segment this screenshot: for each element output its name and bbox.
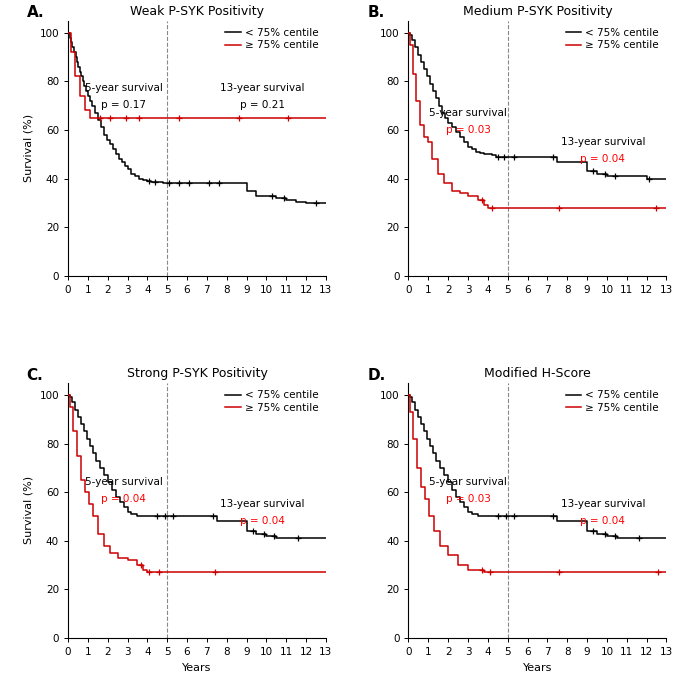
- Text: 13-year survival: 13-year survival: [220, 84, 305, 93]
- Text: 13-year survival: 13-year survival: [560, 137, 645, 147]
- Title: Strong P-SYK Positivity: Strong P-SYK Positivity: [126, 367, 267, 380]
- Legend: < 75% centile, ≥ 75% centile: < 75% centile, ≥ 75% centile: [564, 26, 661, 53]
- Title: Weak P-SYK Positivity: Weak P-SYK Positivity: [130, 5, 264, 18]
- Text: 5-year survival: 5-year survival: [429, 477, 507, 487]
- Legend: < 75% centile, ≥ 75% centile: < 75% centile, ≥ 75% centile: [223, 26, 321, 53]
- Text: p = 0.04: p = 0.04: [581, 516, 626, 526]
- Text: D.: D.: [367, 368, 386, 383]
- Text: p = 0.03: p = 0.03: [445, 125, 490, 134]
- Text: p = 0.04: p = 0.04: [581, 154, 626, 164]
- Text: B.: B.: [367, 5, 384, 21]
- Text: p = 0.17: p = 0.17: [101, 100, 146, 110]
- Title: Modified H-Score: Modified H-Score: [484, 367, 591, 380]
- Text: p = 0.03: p = 0.03: [445, 495, 490, 504]
- Text: C.: C.: [27, 368, 44, 383]
- Text: p = 0.04: p = 0.04: [101, 495, 146, 504]
- Text: 13-year survival: 13-year survival: [220, 499, 305, 509]
- X-axis label: Years: Years: [182, 663, 211, 672]
- Y-axis label: Survival (%): Survival (%): [24, 476, 34, 545]
- Text: p = 0.04: p = 0.04: [240, 516, 285, 526]
- X-axis label: Years: Years: [523, 663, 552, 672]
- Title: Medium P-SYK Positivity: Medium P-SYK Positivity: [462, 5, 612, 18]
- Text: 5-year survival: 5-year survival: [84, 477, 163, 487]
- Legend: < 75% centile, ≥ 75% centile: < 75% centile, ≥ 75% centile: [223, 388, 321, 415]
- Text: p = 0.21: p = 0.21: [240, 100, 285, 110]
- Y-axis label: Survival (%): Survival (%): [24, 114, 34, 182]
- Text: 5-year survival: 5-year survival: [429, 108, 507, 118]
- Legend: < 75% centile, ≥ 75% centile: < 75% centile, ≥ 75% centile: [564, 388, 661, 415]
- Text: A.: A.: [27, 5, 44, 21]
- Text: 5-year survival: 5-year survival: [84, 84, 163, 93]
- Text: 13-year survival: 13-year survival: [560, 499, 645, 509]
